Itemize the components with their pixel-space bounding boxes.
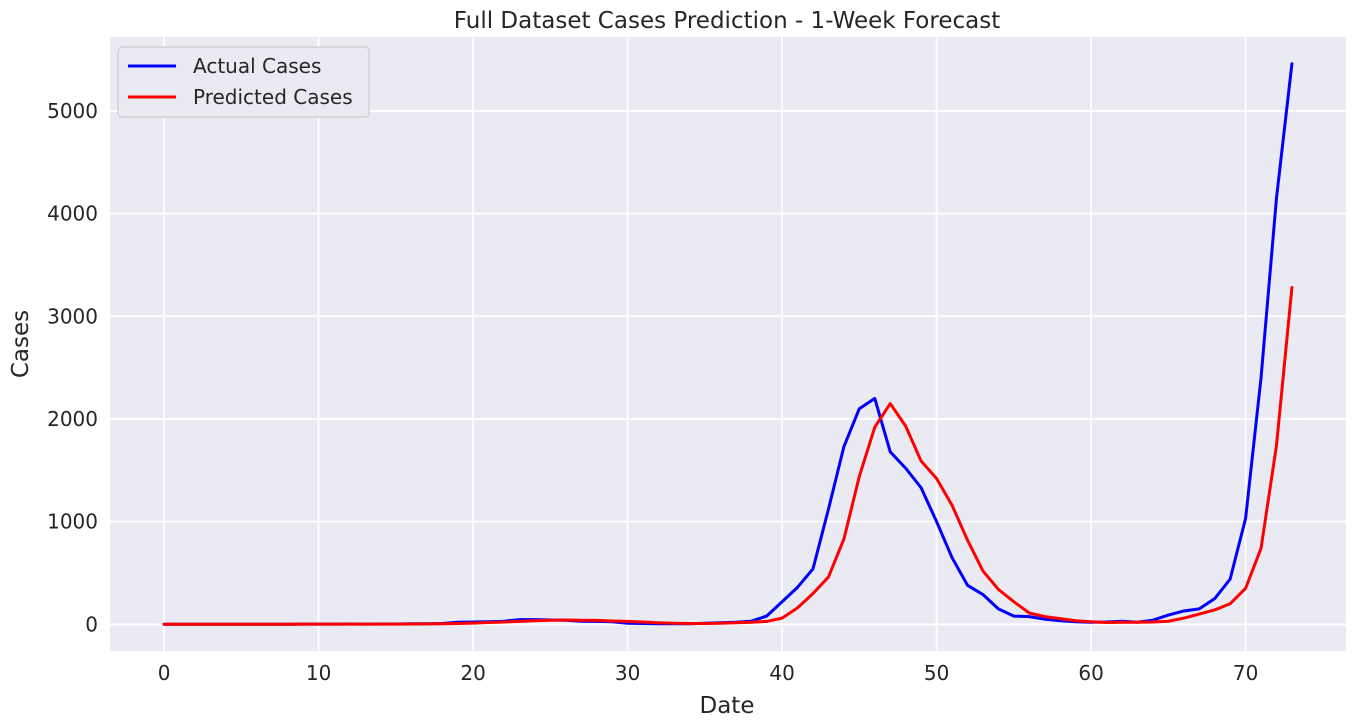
x-tick-label: 40 bbox=[769, 661, 794, 685]
x-tick-label: 30 bbox=[615, 661, 640, 685]
legend: Actual Cases Predicted Cases bbox=[117, 46, 370, 118]
y-tick-label: 5000 bbox=[47, 99, 98, 123]
y-axis-title: Cases bbox=[8, 310, 34, 378]
y-tick-label: 3000 bbox=[47, 304, 98, 328]
legend-box bbox=[117, 46, 370, 118]
y-tick-label: 2000 bbox=[47, 407, 98, 431]
x-tick-label: 20 bbox=[460, 661, 485, 685]
y-tick-label: 0 bbox=[85, 612, 98, 636]
y-tick-label: 4000 bbox=[47, 202, 98, 226]
legend-label-predicted-cases: Predicted Cases bbox=[193, 85, 353, 109]
x-tick-label: 70 bbox=[1233, 661, 1258, 685]
x-tick-label: 0 bbox=[158, 661, 171, 685]
y-tick-label: 1000 bbox=[47, 510, 98, 534]
tick-labels: 0 10 20 30 40 50 60 70 0 1000 2000 3000 4000 5000 bbox=[47, 99, 1258, 685]
series-line-predicted-cases bbox=[162, 286, 1294, 626]
grid bbox=[110, 37, 1346, 651]
chart-title: Full Dataset Cases Prediction - 1-Week F… bbox=[454, 8, 1000, 34]
x-tick-label: 50 bbox=[924, 661, 949, 685]
plot-area bbox=[110, 37, 1346, 651]
legend-label-actual-cases: Actual Cases bbox=[193, 54, 321, 78]
x-tick-label: 60 bbox=[1078, 661, 1103, 685]
series-layer bbox=[162, 62, 1294, 626]
x-tick-label: 10 bbox=[306, 661, 331, 685]
x-axis-title: Date bbox=[700, 693, 755, 719]
